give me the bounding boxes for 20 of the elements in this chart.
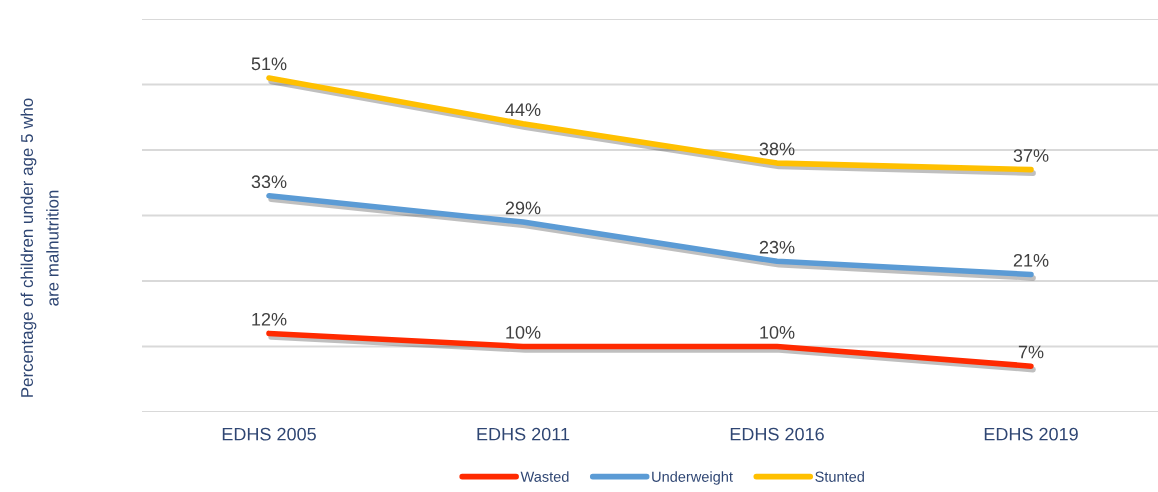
legend-label: Stunted	[815, 471, 864, 482]
data-label: 37%	[1013, 149, 1049, 162]
x-tick-label: EDHS 2019	[984, 427, 1078, 441]
data-label: 33%	[251, 175, 287, 189]
x-tick-label: EDHS 2016	[730, 427, 824, 441]
data-label: 38%	[759, 142, 795, 156]
data-label: 29%	[505, 201, 541, 215]
data-label: 23%	[759, 240, 795, 254]
x-tick-label: EDHS 2005	[222, 427, 316, 441]
data-label: 21%	[1013, 253, 1049, 267]
y-axis-title: Percentage of children under age 5 who are malnutrition	[20, 98, 59, 397]
data-label: 10%	[506, 325, 541, 339]
legend-label: Wasted	[520, 471, 569, 482]
data-label: 7%	[1018, 345, 1044, 359]
data-label: 12%	[252, 312, 287, 326]
data-label: 44%	[505, 103, 541, 116]
x-tick-label: EDHS 2011	[477, 427, 570, 441]
data-label: 51%	[251, 57, 287, 71]
legend-label: Underweight	[652, 471, 733, 485]
data-label: 10%	[760, 325, 795, 339]
